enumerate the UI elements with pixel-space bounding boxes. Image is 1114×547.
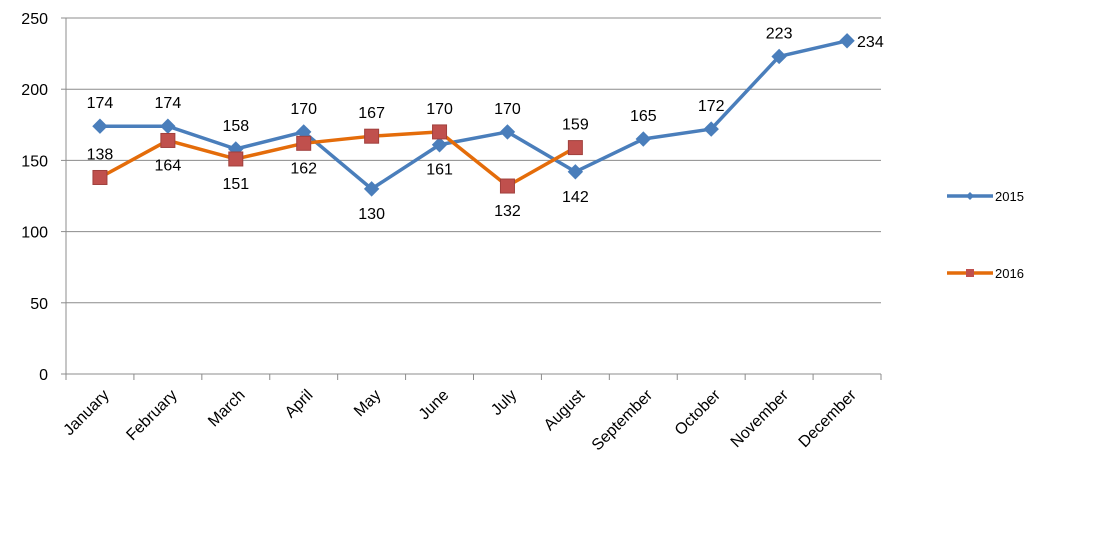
marker-2016-april [296,135,312,151]
data-label-2016-february: 164 [155,157,182,174]
x-axis-ticks: January February March April May June July Augu… [61,374,882,454]
marker-2015-october [703,121,719,137]
x-tick-label-july: July [488,387,520,419]
x-tick-label-november: November [728,386,793,451]
data-label-2016-march: 151 [222,176,249,193]
marker-2016-may [364,128,380,144]
series-layer [92,33,855,197]
marker-2015-november [771,48,787,65]
y-tick-label: 100 [21,225,48,242]
series-line-2016 [99,130,577,188]
marker-2016-july [499,178,515,194]
x-tick-label-june: June [416,387,453,424]
y-axis-ticks: 0 50 100 150 200 250 [21,11,66,384]
data-label-2016-january: 138 [87,146,114,163]
x-tick-label-may: May [351,387,384,420]
marker-2015-july [499,124,516,140]
marker-2016-june [432,124,448,140]
marker-2016-august [567,140,583,156]
marker-2016-march [228,151,244,167]
data-label-2016-april: 162 [290,160,317,177]
data-label-2015-november: 223 [766,25,793,42]
marker-2015-january [92,118,108,134]
legend-label-2016: 2016 [995,266,1024,281]
x-tick-label-december: December [796,386,861,451]
x-tick-label-march: March [205,387,248,430]
y-tick-label: 0 [39,367,48,384]
series-line-2015 [99,39,848,191]
y-tick-label: 250 [21,11,48,28]
data-label-2015-december: 234 [857,34,884,51]
data-label-2015-september: 165 [630,108,657,125]
marker-2016-february [160,132,176,148]
data-label-2015-june: 161 [426,162,453,179]
x-tick-label-september: September [589,386,657,454]
y-tick-label: 50 [30,296,48,313]
x-tick-label-october: October [672,386,725,439]
marker-2015-may [363,181,380,197]
legend-label-2015: 2015 [995,189,1024,204]
legend-marker-2015 [966,192,974,200]
data-label-2015-january: 174 [87,95,114,112]
data-labels: 174 174 158 170 130 161 170 142 165 172 223 234 138 1… [87,25,884,222]
data-label-2015-march: 158 [222,118,249,135]
x-tick-label-april: April [282,387,317,422]
y-tick-label: 150 [21,153,48,170]
x-tick-label-august: August [541,386,589,434]
data-label-2015-february: 174 [155,95,182,112]
legend: 2015 2016 [947,189,1024,281]
marker-2016-january [92,169,108,185]
marker-2015-august [567,164,584,180]
data-label-2016-may: 167 [358,105,385,122]
x-tick-label-january: January [61,387,113,439]
x-tick-label-february: February [123,387,180,444]
data-label-2016-august: 159 [562,117,589,134]
marker-2015-february [160,118,176,134]
y-tick-label: 200 [21,82,48,99]
data-label-2015-april: 170 [290,101,317,118]
marker-2015-september [635,131,651,147]
data-label-2015-october: 172 [698,98,725,115]
data-label-2015-may: 130 [358,206,385,223]
marker-2015-june [431,137,448,153]
data-label-2015-july: 170 [494,101,521,118]
legend-marker-2016 [966,269,974,277]
data-label-2016-june: 170 [426,101,453,118]
marker-2015-december [839,33,855,49]
axes [65,18,881,375]
data-label-2015-august: 142 [562,189,589,206]
data-label-2016-july: 132 [494,203,521,220]
